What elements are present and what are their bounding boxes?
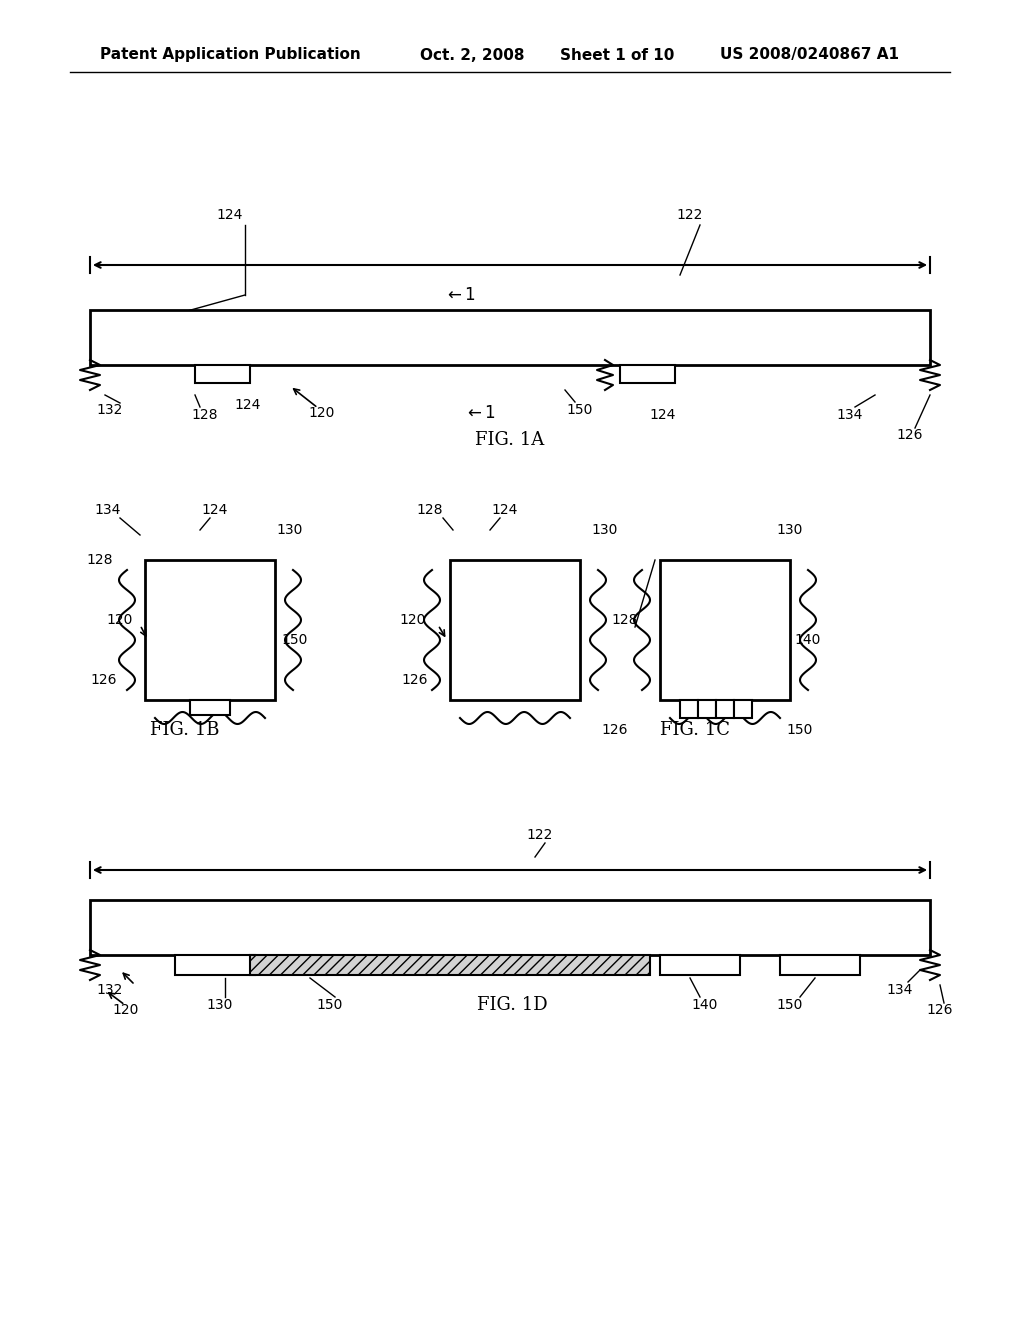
Text: 128: 128 [191, 408, 218, 422]
Bar [90, 900, 930, 954]
Text: US 2008/0240867 A1: US 2008/0240867 A1 [720, 48, 899, 62]
Text: 150: 150 [316, 998, 343, 1012]
Bar [660, 954, 740, 975]
Bar [716, 700, 734, 718]
Text: 124: 124 [202, 503, 228, 517]
Text: 126: 126 [602, 723, 629, 737]
Text: FIG. 1C: FIG. 1C [660, 721, 730, 739]
Bar [195, 366, 250, 383]
Text: 140: 140 [795, 634, 821, 647]
Text: 122: 122 [677, 209, 703, 222]
Text: 120: 120 [399, 612, 426, 627]
Text: 120: 120 [309, 407, 335, 420]
Text: 120: 120 [106, 612, 133, 627]
Bar [90, 310, 930, 366]
Text: 140: 140 [692, 998, 718, 1012]
Text: 150: 150 [282, 634, 308, 647]
Bar [660, 560, 790, 700]
Text: Patent Application Publication: Patent Application Publication [100, 48, 360, 62]
Text: 132: 132 [97, 983, 123, 997]
Text: 126: 126 [401, 673, 428, 686]
Text: 134: 134 [837, 408, 863, 422]
Bar [450, 560, 580, 700]
Text: 126: 126 [91, 673, 118, 686]
Bar [145, 560, 275, 700]
Bar [620, 366, 675, 383]
Text: 132: 132 [97, 403, 123, 417]
Text: 128: 128 [87, 553, 114, 568]
Text: $\leftarrow$1: $\leftarrow$1 [444, 286, 476, 304]
Text: 126: 126 [927, 1003, 953, 1016]
Text: 120: 120 [113, 1003, 139, 1016]
Text: 130: 130 [777, 523, 803, 537]
Text: 122: 122 [526, 828, 553, 842]
Text: FIG. 1D: FIG. 1D [477, 997, 547, 1014]
Bar [780, 954, 860, 975]
Bar [680, 700, 698, 718]
Text: Oct. 2, 2008: Oct. 2, 2008 [420, 48, 524, 62]
Text: FIG. 1A: FIG. 1A [475, 432, 545, 449]
Text: 124: 124 [492, 503, 518, 517]
Text: 150: 150 [786, 723, 813, 737]
Bar [250, 954, 650, 975]
Text: 128: 128 [417, 503, 443, 517]
Text: 128: 128 [611, 612, 638, 627]
Text: 130: 130 [592, 523, 618, 537]
Bar [175, 954, 255, 975]
Bar [734, 700, 752, 718]
Text: 134: 134 [95, 503, 121, 517]
Text: FIG. 1B: FIG. 1B [151, 721, 220, 739]
Bar [698, 700, 716, 718]
Text: 130: 130 [276, 523, 303, 537]
Text: 124: 124 [234, 399, 261, 412]
Text: Sheet 1 of 10: Sheet 1 of 10 [560, 48, 675, 62]
Text: 124: 124 [650, 408, 676, 422]
Text: 124: 124 [217, 209, 243, 222]
Text: 150: 150 [777, 998, 803, 1012]
Text: 126: 126 [897, 428, 924, 442]
Text: 150: 150 [567, 403, 593, 417]
Text: 134: 134 [887, 983, 913, 997]
Bar [190, 700, 230, 715]
Text: 130: 130 [207, 998, 233, 1012]
Text: $\leftarrow$1: $\leftarrow$1 [464, 404, 496, 422]
